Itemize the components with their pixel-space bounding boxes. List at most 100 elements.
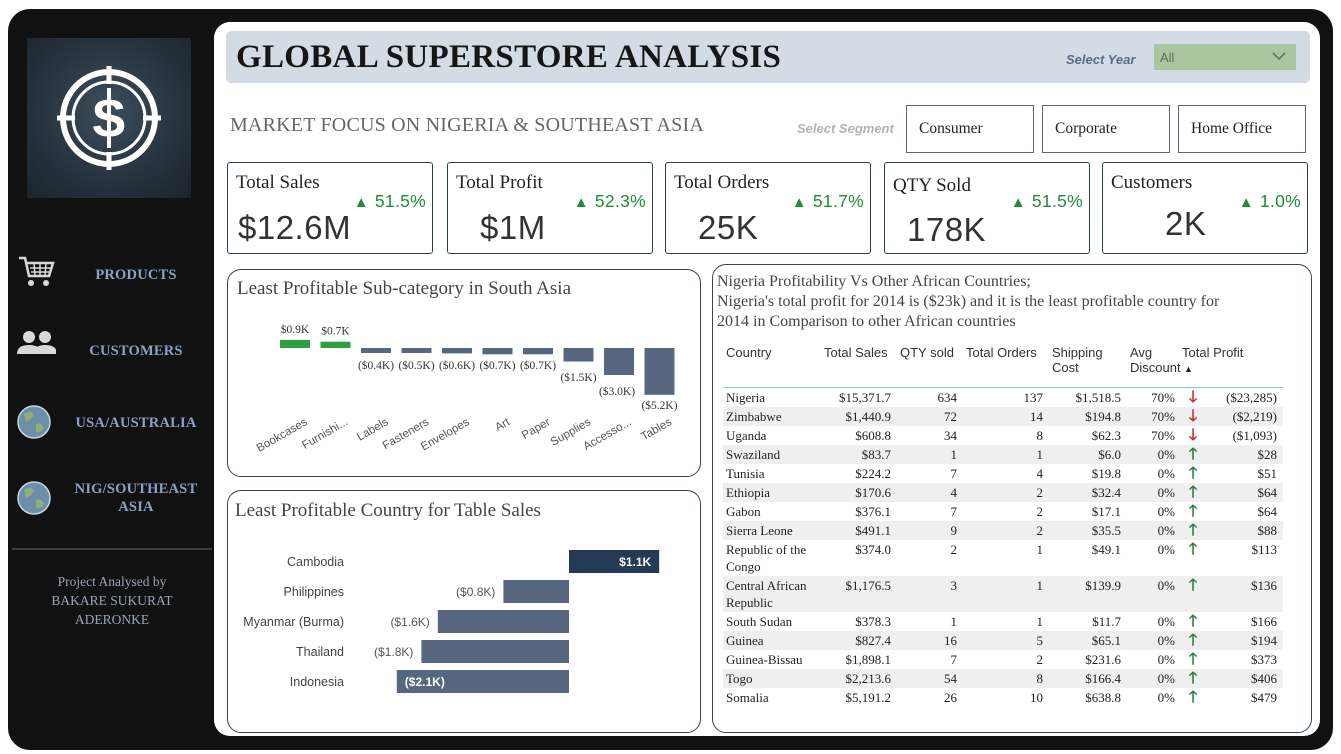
table-row: Togo $2,213.6 54 8 $166.4 0% 🡑 $406 <box>723 668 1283 688</box>
cell-total-profit: ($23,285) <box>1226 389 1277 405</box>
country-bar-chart: Cambodia $1.1K Philippines ($0.8K) Myanmar (… <box>243 550 660 693</box>
category-label: Bookcases <box>255 416 310 455</box>
cell-qty-sold: 16 <box>944 632 957 648</box>
cell-total-orders: 2 <box>1036 651 1044 667</box>
arrow-down-icon: 🡓 <box>1188 388 1198 406</box>
cell-total-orders: 1 <box>1036 577 1044 593</box>
cell-total-profit: $479 <box>1251 689 1277 705</box>
col-header-country[interactable]: Country <box>726 345 772 360</box>
cell-total-sales: $170.6 <box>855 484 891 500</box>
cell-total-orders: 14 <box>1030 408 1043 424</box>
arrow-up-icon: 🡑 <box>1188 576 1198 594</box>
table-row: Sierra Leone $491.1 9 2 $35.5 0% 🡑 $88 <box>723 520 1283 540</box>
cell-total-profit: ($2,219) <box>1232 408 1277 424</box>
sidebar-item-products[interactable]: PRODUCTS <box>16 252 212 292</box>
arrow-up-icon: 🡑 <box>1188 650 1198 668</box>
table-title: Nigeria Profitability Vs Other African C… <box>717 273 1220 330</box>
col-header-qty-sold[interactable]: QTY sold <box>900 345 954 360</box>
triangle-up-icon: ▲ <box>791 194 807 211</box>
cell-country: Sierra Leone <box>726 522 793 538</box>
cell-total-sales: $1,176.5 <box>845 577 892 593</box>
cell-total-orders: 2 <box>1036 522 1044 538</box>
cell-total-sales: $1,898.1 <box>845 651 892 667</box>
cell-total-sales: $1,440.9 <box>845 408 892 424</box>
users-icon <box>17 331 56 354</box>
cell-avg-discount: 0% <box>1157 522 1175 538</box>
category-label: Furnishi... <box>300 416 350 452</box>
year-select-value: All <box>1160 50 1175 65</box>
cell-total-sales: $827.4 <box>855 632 891 648</box>
cell-total-sales: $224.2 <box>855 465 891 481</box>
sidebar: S PRODUCTS CUSTOMERS <box>8 9 220 750</box>
category-label: Cambodia <box>287 555 344 569</box>
data-label: $0.7K <box>321 325 350 338</box>
sidebar-item-customers[interactable]: CUSTOMERS <box>16 327 212 367</box>
col-header-avg-discount[interactable]: Avg Discount <box>1130 345 1181 375</box>
logo: S <box>27 38 191 198</box>
cell-total-profit: $406 <box>1251 670 1277 686</box>
cell-qty-sold: 7 <box>950 465 958 481</box>
sidebar-item-usa-australia[interactable]: USA/AUSTRALIA <box>16 402 212 442</box>
table-row: Zimbabwe $1,440.9 72 14 $194.8 70% 🡓 ($2,219) <box>723 406 1283 426</box>
bar <box>604 348 634 375</box>
cell-qty-sold: 2 <box>950 541 958 557</box>
page-title: GLOBAL SUPERSTORE ANALYSIS <box>236 39 782 75</box>
cell-total-profit: $166 <box>1251 613 1277 629</box>
country-tables-chart-panel: Least Profitable Country for Table Sales… <box>227 490 701 733</box>
sidebar-item-nig-southeast-asia[interactable]: NIG/SOUTHEAST ASIA <box>16 478 212 518</box>
segment-home-office-button[interactable]: Home Office <box>1178 105 1306 153</box>
sidebar-item-label: PRODUCTS <box>95 267 177 283</box>
cell-total-sales: $374.0 <box>855 541 891 557</box>
data-label: ($0.8K) <box>456 585 495 599</box>
cell-country: Togo <box>726 670 753 686</box>
title-bar: GLOBAL SUPERSTORE ANALYSIS Select Year A… <box>226 31 1310 83</box>
arrow-up-icon: 🡑 <box>1188 521 1198 539</box>
col-header-total-sales[interactable]: Total Sales <box>824 345 888 360</box>
cell-total-sales: $376.1 <box>855 503 891 519</box>
bar <box>569 550 660 573</box>
kpi-label: QTY Sold <box>893 175 971 196</box>
cell-avg-discount: 0% <box>1157 541 1175 557</box>
data-label: ($3.0K) <box>599 385 635 398</box>
arrow-down-icon: 🡓 <box>1188 407 1198 425</box>
cell-total-profit: $113 <box>1251 541 1277 557</box>
kpi-label: Total Orders <box>674 172 770 193</box>
category-label: Philippines <box>284 585 344 599</box>
kpi-value: 2K <box>1165 205 1207 242</box>
credit: Project Analysed by BAKARE SUKURAT ADERO… <box>51 574 173 627</box>
cell-shipping-cost: $6.0 <box>1098 446 1121 462</box>
col-header-shipping-cost[interactable]: Shipping Cost <box>1052 345 1103 375</box>
cell-shipping-cost: $17.1 <box>1091 503 1121 519</box>
sidebar-divider <box>12 548 212 550</box>
triangle-up-icon: ▲ <box>353 194 369 211</box>
kpi-change: ▲ 1.0% <box>1238 191 1301 211</box>
cell-total-orders: 1 <box>1036 613 1044 629</box>
cell-total-profit: $51 <box>1257 465 1278 481</box>
col-header-total-orders[interactable]: Total Orders <box>966 345 1037 360</box>
cell-avg-discount: 0% <box>1157 670 1175 686</box>
cell-qty-sold: 26 <box>944 689 957 705</box>
bar <box>523 348 553 355</box>
segment-corporate-button[interactable]: Corporate <box>1042 105 1170 153</box>
cell-avg-discount: 0% <box>1157 465 1175 481</box>
col-header-total-profit[interactable]: Total Profit ▲ <box>1182 345 1283 387</box>
bar <box>563 348 594 362</box>
arrow-up-icon: 🡑 <box>1188 540 1198 558</box>
cell-total-profit: $64 <box>1257 484 1278 500</box>
kpi-value: 178K <box>907 211 987 248</box>
segment-filter-label: Select Segment <box>797 121 894 136</box>
sidebar-item-label: USA/AUSTRALIA <box>75 415 197 431</box>
cell-qty-sold: 634 <box>937 389 958 405</box>
year-select[interactable]: All <box>1154 44 1296 70</box>
cell-avg-discount: 0% <box>1157 632 1175 648</box>
cell-country: South Sudan <box>726 613 793 629</box>
category-label: Art <box>493 416 512 434</box>
table-row: Gabon $376.1 7 2 $17.1 0% 🡑 $64 <box>723 502 1283 521</box>
cell-country: Zimbabwe <box>726 408 782 424</box>
cell-avg-discount: 0% <box>1157 651 1175 667</box>
bar <box>442 348 472 354</box>
segment-consumer-button[interactable]: Consumer <box>906 105 1034 153</box>
data-label: $1.1K <box>619 555 651 569</box>
cart-icon <box>19 256 55 286</box>
table-row: Guinea-Bissau $1,898.1 7 2 $231.6 0% 🡑 $373 <box>723 650 1283 669</box>
